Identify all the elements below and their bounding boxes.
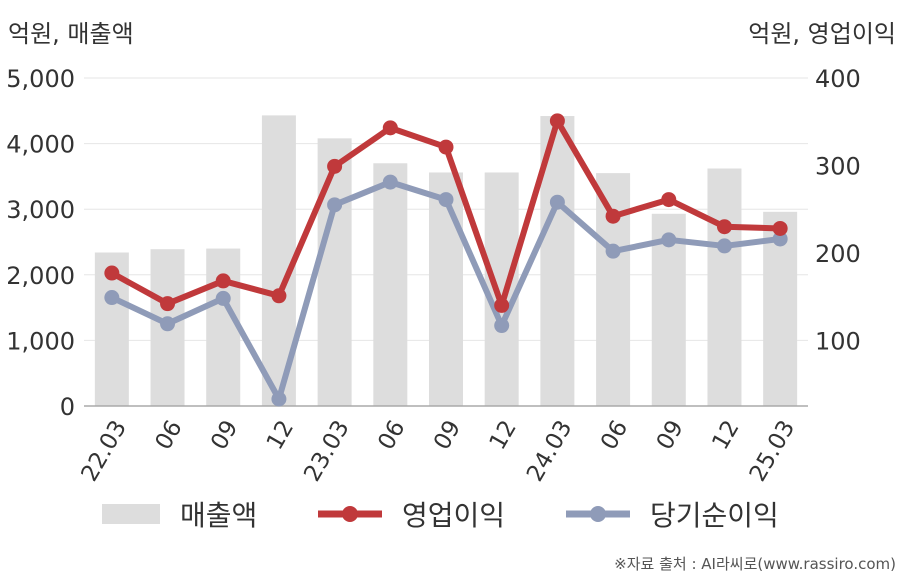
net-income-point bbox=[327, 197, 343, 213]
net-income-point bbox=[605, 243, 621, 259]
x-tick-label: 12 bbox=[707, 416, 744, 454]
y-left-tick-label: 4,000 bbox=[6, 131, 75, 159]
x-tick-label: 22.03 bbox=[77, 416, 132, 486]
operating-profit-point bbox=[494, 297, 510, 313]
y-left-tick-label: 5,000 bbox=[6, 65, 75, 93]
y-right-tick-label: 400 bbox=[815, 65, 861, 93]
operating-profit-point bbox=[271, 288, 287, 304]
operating-profit-point bbox=[327, 158, 343, 174]
operating-profit-point bbox=[160, 296, 176, 312]
legend-dot-red bbox=[342, 506, 358, 522]
net-income-point bbox=[160, 316, 176, 332]
operating-profit-point bbox=[772, 220, 788, 236]
net-income-point bbox=[215, 290, 231, 306]
operating-profit-point bbox=[104, 265, 120, 281]
net-income-point bbox=[716, 238, 732, 254]
net-income-point bbox=[438, 192, 454, 208]
net-income-point bbox=[772, 231, 788, 247]
left-axis-unit: 억원, 매출액 bbox=[8, 20, 134, 48]
x-tick-label: 06 bbox=[596, 416, 633, 454]
x-tick-label: 12 bbox=[485, 416, 522, 454]
combo-chart: 0 1,000 2,000 3,000 4,000 5,000 100 200 300 400 22… bbox=[6, 65, 861, 486]
operating-profit-point bbox=[549, 113, 565, 129]
net-income-point bbox=[494, 318, 510, 334]
bar-revenue bbox=[317, 138, 352, 407]
legend-label-operating-profit: 영업이익 bbox=[402, 499, 506, 532]
legend-item-revenue: 매출액 bbox=[102, 494, 257, 534]
operating-profit-point bbox=[382, 120, 398, 136]
source-credit: ※자료 출처 : AI라씨로(www.rassiro.com) bbox=[614, 555, 896, 573]
legend-label-revenue: 매출액 bbox=[180, 499, 258, 532]
net-income-point bbox=[271, 391, 287, 407]
y-right-tick-label: 200 bbox=[815, 240, 861, 268]
bar-revenue bbox=[484, 172, 519, 406]
net-income-point bbox=[661, 232, 677, 248]
x-tick-label: 09 bbox=[652, 416, 689, 454]
y-left-tick-label: 3,000 bbox=[6, 196, 75, 224]
x-tick-label: 06 bbox=[151, 416, 188, 454]
legend-line-swatch-blue bbox=[566, 506, 630, 522]
legend-item-net-income: 당기순이익 bbox=[566, 494, 779, 534]
legend-label-net-income: 당기순이익 bbox=[650, 499, 779, 532]
bar-revenue bbox=[429, 172, 463, 406]
y-left-tick-label: 2,000 bbox=[6, 262, 75, 290]
x-tick-label: 09 bbox=[206, 416, 243, 454]
operating-profit-point bbox=[438, 139, 454, 155]
x-tick-label: 06 bbox=[373, 416, 410, 454]
net-income-point bbox=[382, 174, 398, 190]
operating-profit-point bbox=[661, 192, 677, 208]
legend-bar-swatch bbox=[102, 504, 160, 524]
y-right-tick-label: 300 bbox=[815, 152, 861, 180]
y-right-tick-label: 100 bbox=[815, 327, 861, 355]
y-left-tick-label: 1,000 bbox=[6, 327, 75, 355]
operating-profit-point bbox=[215, 273, 231, 289]
legend-item-operating-profit: 영업이익 bbox=[318, 494, 505, 534]
operating-profit-point bbox=[605, 208, 621, 224]
bar-revenue bbox=[373, 163, 408, 406]
legend-dot-blue bbox=[590, 506, 606, 522]
right-axis-unit: 억원, 영업이익 bbox=[748, 20, 896, 48]
chart-legend: 매출액 영업이익 당기순이익 bbox=[0, 494, 908, 534]
x-tick-label: 12 bbox=[262, 416, 299, 454]
x-tick-label: 23.03 bbox=[299, 416, 354, 486]
legend-bar-swatch-rect bbox=[102, 504, 160, 524]
operating-profit-point bbox=[716, 219, 732, 235]
net-income-point bbox=[104, 290, 120, 306]
x-tick-label: 24.03 bbox=[522, 416, 577, 486]
bar-revenue bbox=[206, 248, 241, 406]
x-tick-label: 25.03 bbox=[745, 416, 800, 486]
x-tick-label: 09 bbox=[429, 416, 466, 454]
net-income-point bbox=[549, 194, 565, 210]
y-left-tick-label: 0 bbox=[60, 393, 75, 421]
bar-revenue bbox=[596, 173, 631, 406]
bar-revenue bbox=[707, 168, 742, 406]
legend-line-swatch-red bbox=[318, 506, 382, 522]
